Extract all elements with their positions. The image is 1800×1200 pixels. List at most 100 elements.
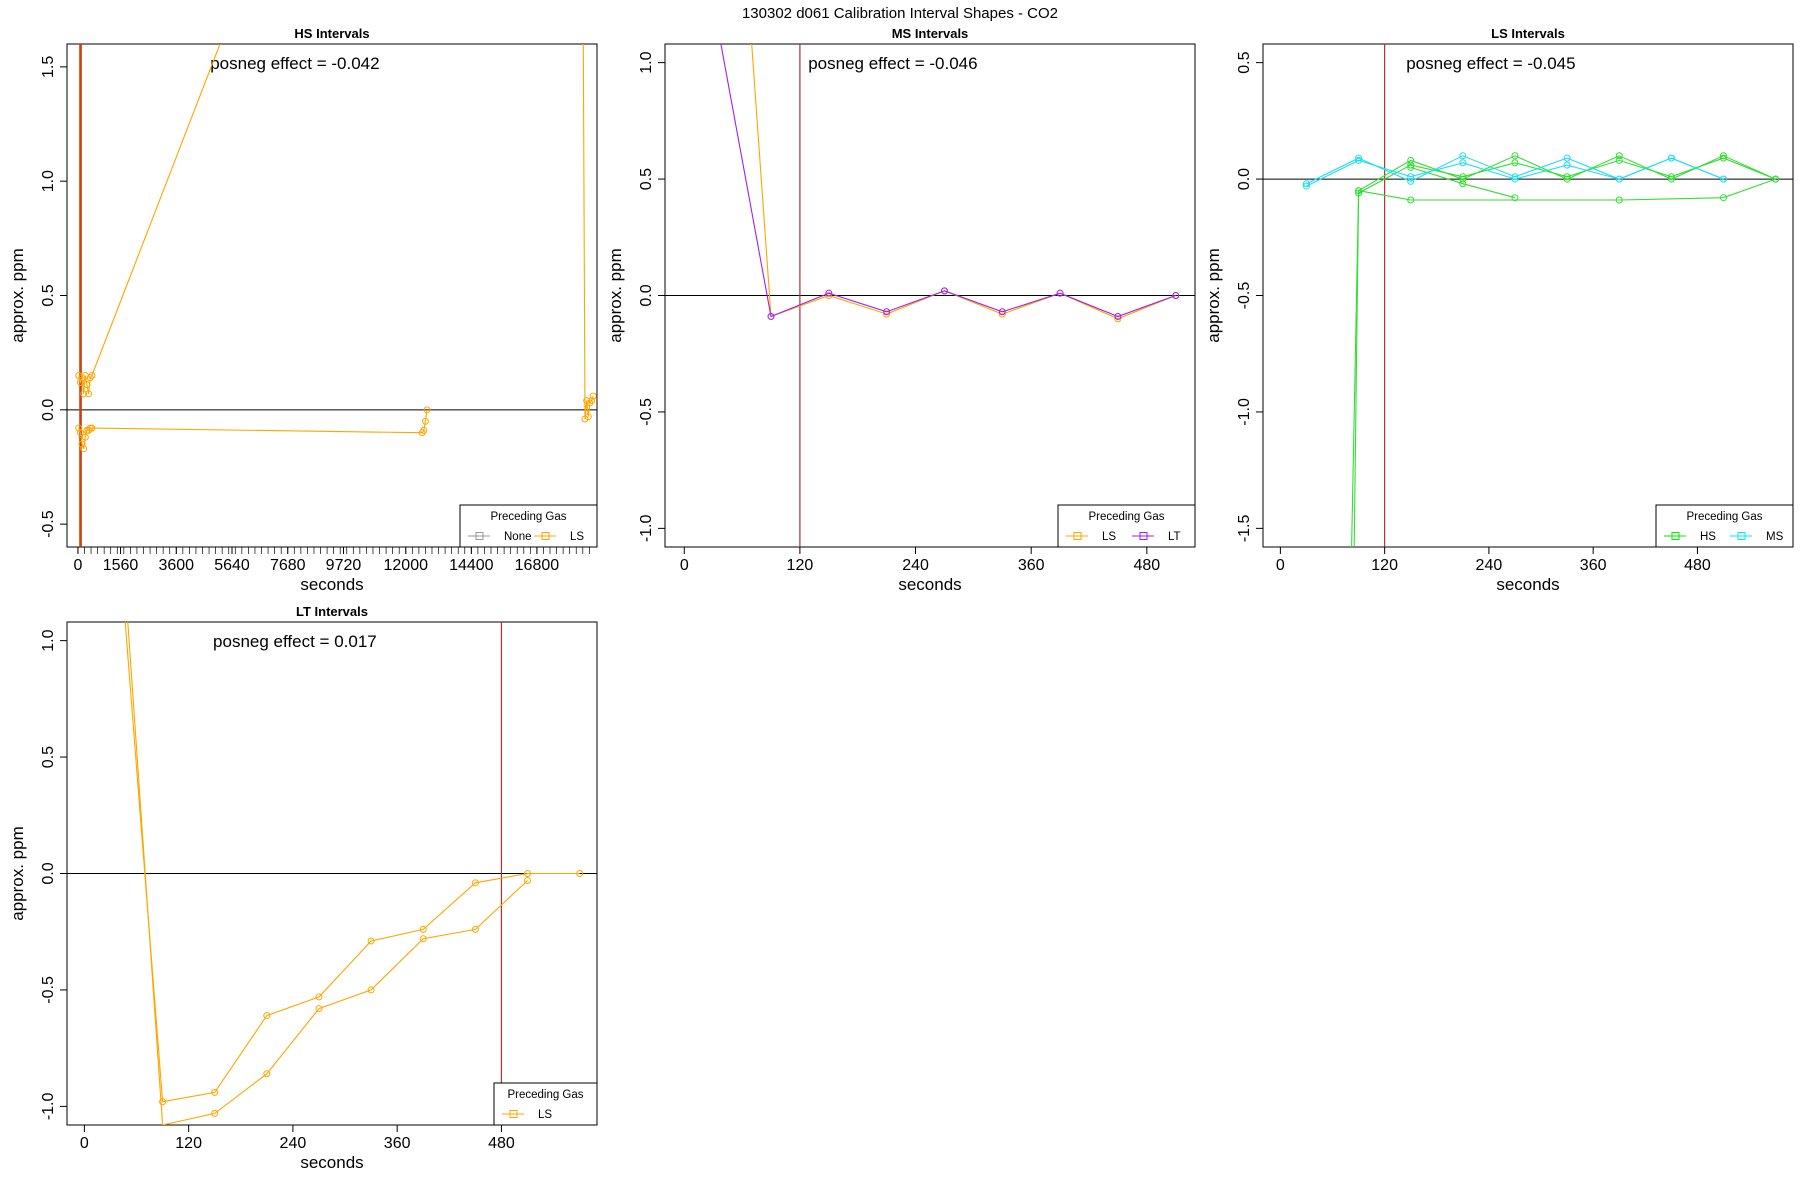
y-tick-label: -0.5 xyxy=(1236,282,1253,310)
data-point xyxy=(1056,289,1064,297)
series-line-hs xyxy=(1358,178,1776,201)
data-point xyxy=(1563,161,1571,169)
legend-box xyxy=(459,504,598,548)
data-point xyxy=(1511,152,1519,160)
legend-title: Preceding Gas xyxy=(507,1089,583,1101)
x-axis-label: seconds xyxy=(300,575,363,594)
y-tick-label: 0.5 xyxy=(40,746,57,768)
plot-frame xyxy=(1262,43,1794,548)
data-point xyxy=(76,429,84,437)
legend-swatch-marker xyxy=(509,1110,518,1118)
series-line-hs xyxy=(1351,155,1776,547)
y-tick-label: 1.0 xyxy=(40,629,57,651)
y-tick-label: 0.0 xyxy=(40,862,57,884)
data-point xyxy=(80,445,88,453)
panel-title: LT Intervals xyxy=(296,604,368,619)
panel-ms-intervals: MS Intervals 0 120 240 360 480 -1.0 -0.5 0.0 0.5 1… xyxy=(606,26,1196,594)
legend-title: Preceding Gas xyxy=(490,511,566,523)
data-point xyxy=(75,424,83,432)
data-point xyxy=(1563,173,1571,181)
data-point xyxy=(883,308,891,316)
x-axis-label: seconds xyxy=(300,1153,363,1172)
data-point xyxy=(1667,154,1675,162)
data-point xyxy=(211,1088,219,1096)
legend-entry-label: MS xyxy=(1766,531,1784,543)
data-point xyxy=(420,426,428,434)
x-tick-label: 240 xyxy=(280,1135,307,1152)
plot-frame xyxy=(66,43,598,548)
legend-title: Preceding Gas xyxy=(1686,511,1762,523)
data-point xyxy=(998,310,1006,318)
data-point xyxy=(1302,180,1310,188)
legend-title: Preceding Gas xyxy=(1088,511,1164,523)
legend-swatch-marker xyxy=(541,532,550,540)
data-point xyxy=(76,378,84,386)
x-tick-label: 240 xyxy=(1476,557,1503,574)
x-tick-label: 0 xyxy=(80,1135,89,1152)
data-point xyxy=(1772,175,1780,183)
x-tick-label: 5640 xyxy=(214,557,250,574)
data-point xyxy=(1459,152,1467,160)
data-point xyxy=(1615,156,1623,164)
x-tick-label: 360 xyxy=(1580,557,1607,574)
data-point xyxy=(1719,152,1727,160)
x-tick-label: 120 xyxy=(1371,557,1398,574)
panel-title: MS Intervals xyxy=(892,26,969,41)
data-point xyxy=(315,1005,323,1013)
data-point xyxy=(1719,175,1727,183)
data-point xyxy=(1459,175,1467,183)
data-point xyxy=(1407,177,1415,185)
x-tick-label: 240 xyxy=(902,557,929,574)
y-tick-label: -1.0 xyxy=(1236,398,1253,426)
data-point xyxy=(1114,312,1122,320)
data-point xyxy=(80,390,88,398)
data-point xyxy=(263,1012,271,1020)
legend: Preceding Gas None LS xyxy=(459,504,598,548)
legend: Preceding Gas LS xyxy=(493,1082,598,1126)
y-tick-label: 0.5 xyxy=(1236,51,1253,73)
data-point xyxy=(1459,159,1467,167)
y-tick-label: 0.0 xyxy=(1236,168,1253,190)
data-point xyxy=(1719,194,1727,202)
legend-swatch-marker xyxy=(1671,532,1680,540)
data-point xyxy=(85,390,93,398)
x-tick-label: 1560 xyxy=(103,557,139,574)
y-tick-label: -0.5 xyxy=(638,398,655,426)
plot-area xyxy=(1263,44,1793,547)
x-tick-label: 16800 xyxy=(515,557,560,574)
data-point xyxy=(1355,154,1363,162)
x-tick-label: 480 xyxy=(1684,557,1711,574)
series-line-ls xyxy=(78,44,221,394)
data-point xyxy=(1563,154,1571,162)
y-tick-label: 0.5 xyxy=(638,168,655,190)
posneg-annotation: posneg effect = 0.017 xyxy=(213,632,377,651)
y-axis-label: approx. ppm xyxy=(606,248,625,343)
panel-title: HS Intervals xyxy=(294,26,369,41)
legend-box xyxy=(493,1082,598,1126)
posneg-annotation: posneg effect = -0.045 xyxy=(1406,54,1575,73)
x-axis-label: seconds xyxy=(1496,575,1559,594)
data-point xyxy=(1407,196,1415,204)
data-point xyxy=(419,935,427,943)
legend-swatch-marker xyxy=(475,532,484,540)
data-point xyxy=(88,424,96,432)
y-axis-label: approx. ppm xyxy=(8,248,27,343)
y-axis-label: approx. ppm xyxy=(1204,248,1223,343)
panel-lt-intervals: LT Intervals 0 120 240 360 480 -1.0 -0.5 0.0 0.5 1… xyxy=(8,604,598,1172)
legend-entry-label: LS xyxy=(538,1109,552,1121)
panel-ls-intervals: LS Intervals 0 120 240 360 480 -1.5 -1.0 -0.5 0.0… xyxy=(1204,26,1794,594)
data-point xyxy=(1407,156,1415,164)
x-tick-label: 3600 xyxy=(158,557,194,574)
data-point xyxy=(1511,175,1519,183)
series-line-hs xyxy=(1353,157,1776,547)
data-point xyxy=(159,1098,167,1106)
data-point xyxy=(584,413,592,421)
data-point xyxy=(1355,189,1363,197)
data-point xyxy=(83,381,91,389)
x-tick-label: 12000 xyxy=(384,557,429,574)
y-tick-label: 0.5 xyxy=(40,284,57,306)
data-point xyxy=(767,312,775,320)
data-point xyxy=(1511,194,1519,202)
data-point xyxy=(576,870,584,877)
data-point xyxy=(419,925,427,933)
